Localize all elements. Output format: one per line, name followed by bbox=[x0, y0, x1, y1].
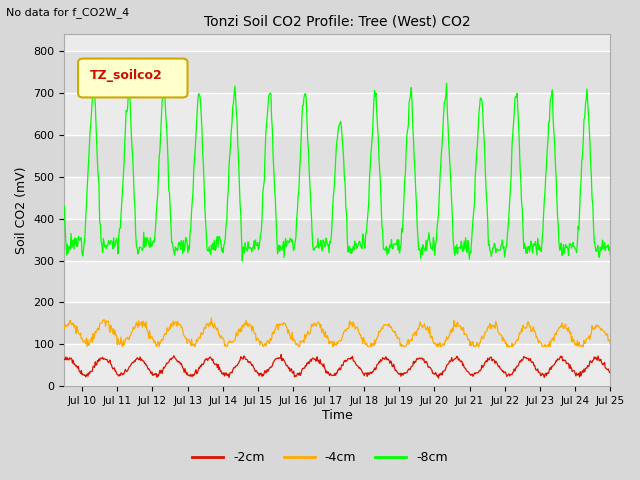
Legend: -2cm, -4cm, -8cm: -2cm, -4cm, -8cm bbox=[187, 446, 453, 469]
Bar bbox=[65, 135, 611, 177]
Title: Tonzi Soil CO2 Profile: Tree (West) CO2: Tonzi Soil CO2 Profile: Tree (West) CO2 bbox=[204, 15, 471, 29]
Bar bbox=[65, 302, 611, 344]
Bar bbox=[65, 93, 611, 135]
Bar bbox=[65, 51, 611, 93]
Bar bbox=[65, 177, 611, 219]
Y-axis label: Soil CO2 (mV): Soil CO2 (mV) bbox=[15, 167, 28, 254]
Text: TZ_soilco2: TZ_soilco2 bbox=[90, 69, 163, 82]
X-axis label: Time: Time bbox=[322, 409, 353, 422]
Bar bbox=[65, 219, 611, 261]
Text: No data for f_CO2W_4: No data for f_CO2W_4 bbox=[6, 7, 130, 18]
Bar bbox=[65, 261, 611, 302]
Bar bbox=[65, 344, 611, 386]
